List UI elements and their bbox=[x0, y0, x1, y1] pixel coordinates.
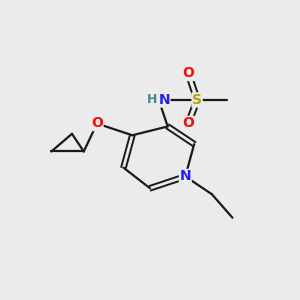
Text: O: O bbox=[182, 116, 194, 130]
Text: S: S bbox=[192, 93, 202, 107]
Text: N: N bbox=[179, 169, 191, 184]
Text: N: N bbox=[158, 93, 170, 107]
Text: O: O bbox=[91, 116, 103, 130]
Text: O: O bbox=[182, 66, 194, 80]
Text: H: H bbox=[147, 93, 158, 106]
